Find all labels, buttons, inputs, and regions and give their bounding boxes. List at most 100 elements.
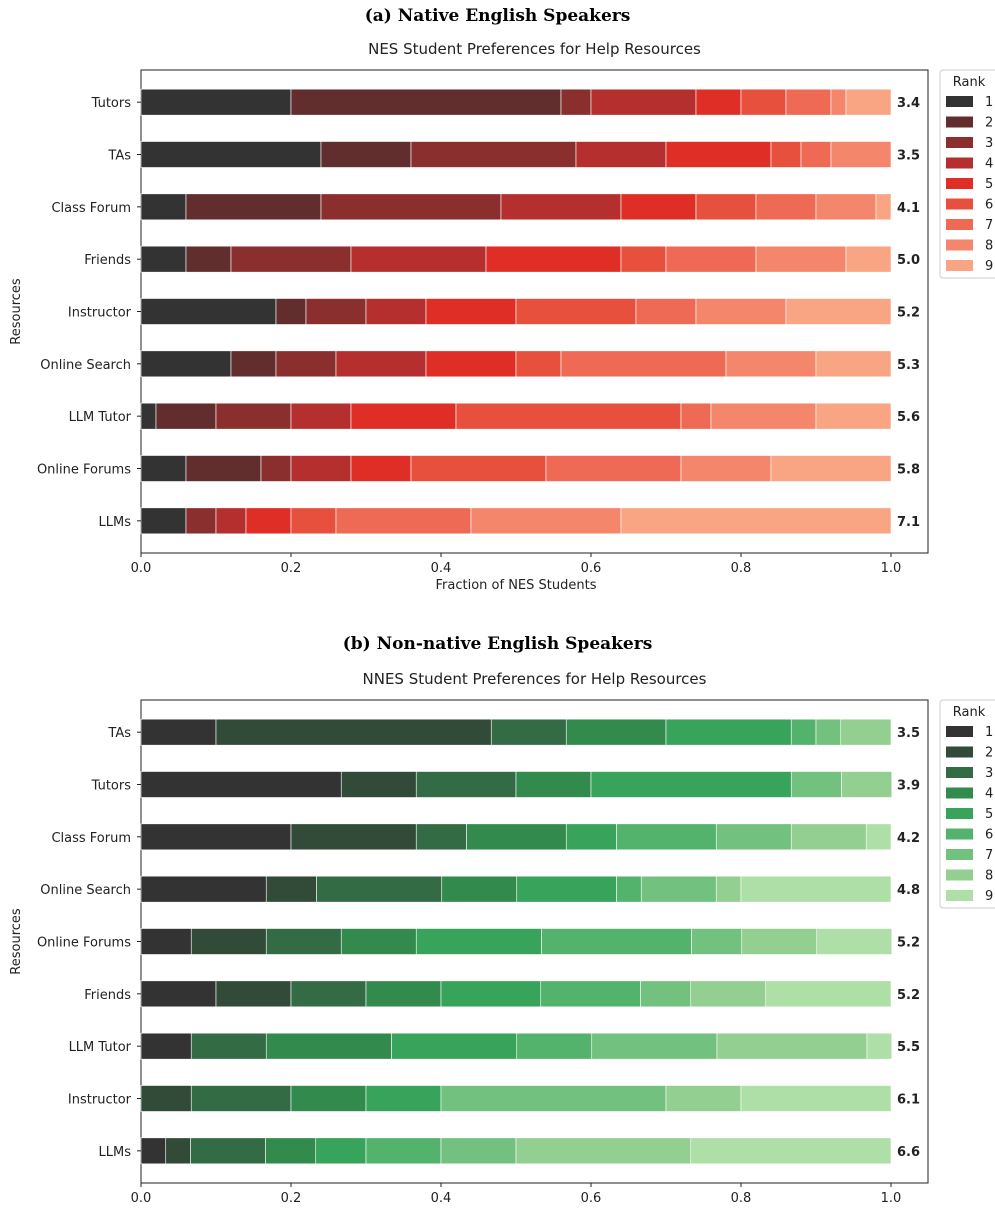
chart1-bar-online-search-rank-8 [715, 875, 742, 903]
chart0-legend-swatch-6 [946, 198, 973, 210]
chart1-bar-tutors-rank-8 [841, 771, 893, 798]
chart0-title: NES Student Preferences for Help Resourc… [368, 40, 701, 58]
chart1-bar-class-forum-rank-4 [466, 823, 567, 851]
chart1-bar-online-search-rank-1 [140, 875, 267, 903]
chart1-bar-instructor-rank-4 [290, 1085, 367, 1112]
chart1-legend-swatch-3 [946, 767, 973, 778]
chart0-mean-rank-label: 5.6 [897, 410, 920, 425]
chart0-mean-rank-label: 4.1 [897, 201, 920, 216]
chart0-bar-online-forums-rank-2 [185, 455, 262, 482]
chart1-bar-online-forums-rank-7 [691, 928, 743, 955]
chart1-legend-label-8: 8 [985, 869, 993, 884]
chart0-mean-rank-label: 5.3 [897, 358, 920, 373]
chart0-x-axis-label: Fraction of NES Students [436, 578, 597, 592]
chart0-bar-tutors-rank-4 [590, 88, 697, 116]
chart1-bar-llms-rank-8 [515, 1137, 692, 1165]
chart0-legend-swatch-2 [946, 116, 973, 128]
chart0-bar-llm-tutor-rank-2 [155, 402, 217, 430]
chart1-bar-online-forums-rank-1 [140, 928, 192, 955]
chart0-bar-instructor-rank-2 [275, 298, 307, 325]
chart1-mean-rank-label: 3.9 [897, 779, 920, 794]
chart1-bar-tutors-rank-1 [140, 771, 342, 798]
chart0-bar-llms-rank-1 [140, 507, 187, 535]
chart0-mean-rank-label: 3.4 [897, 96, 920, 111]
chart1-mean-rank-label: 6.1 [897, 1093, 920, 1108]
chart0-legend-label-8: 8 [985, 239, 993, 254]
chart0-legend-swatch-1 [946, 96, 973, 107]
chart1-y-tick-label: Online Search [40, 883, 131, 898]
chart1-bar-llm-tutor-rank-4 [265, 1032, 392, 1060]
chart0-bar-tas-rank-4 [575, 141, 667, 168]
chart0-bar-tas-rank-2 [320, 141, 412, 168]
chart1-bar-online-search-rank-5 [516, 875, 617, 903]
chart0-legend-label-2: 2 [985, 116, 993, 131]
chart0-bar-llms-rank-7 [335, 507, 472, 535]
chart0-bar-llms-rank-5 [245, 507, 292, 535]
chart1-mean-rank-label: 5.2 [897, 988, 920, 1003]
chart0-y-tick-label: Online Forums [37, 463, 131, 478]
chart0-bar-friends-rank-3 [230, 245, 352, 273]
chart1-legend-swatch-8 [946, 869, 973, 881]
chart0-bar-class-forum-rank-5 [620, 193, 697, 221]
chart0-bar-friends-rank-6 [620, 245, 667, 273]
chart1-bar-tas-rank-8 [840, 718, 892, 746]
chart1-bar-friends-rank-5 [440, 980, 542, 1008]
chart0-mean-rank-label: 3.5 [897, 149, 920, 164]
chart0-bar-class-forum-rank-1 [140, 193, 187, 221]
chart1-bar-friends-rank-4 [365, 980, 442, 1008]
chart1-bar-llms-rank-6 [365, 1137, 442, 1165]
chart0-bar-tutors-rank-5 [695, 88, 742, 116]
chart0-bar-llm-tutor-rank-8 [710, 402, 817, 430]
chart0-bar-class-forum-rank-3 [320, 193, 502, 221]
chart1-bar-friends-rank-8 [690, 980, 767, 1008]
chart1-bar-online-search-rank-6 [616, 875, 642, 903]
chart0-bar-online-search-rank-1 [140, 350, 232, 378]
chart1-bar-llms-rank-7 [440, 1137, 517, 1165]
chart0-y-tick-label: Friends [84, 253, 131, 268]
chart1-bar-online-forums-rank-4 [340, 928, 417, 955]
chart0-bar-instructor-rank-3 [305, 298, 367, 325]
chart1-bar-instructor-rank-9 [740, 1085, 892, 1112]
chart1-x-tick-label: 0.4 [431, 1191, 452, 1206]
chart0-bar-online-forums-rank-8 [680, 455, 772, 482]
chart1-legend-label-3: 3 [985, 766, 993, 781]
chart1-y-tick-label: LLM Tutor [69, 1040, 132, 1055]
chart1-bar-class-forum-rank-9 [865, 823, 892, 851]
chart0-bar-class-forum-rank-9 [875, 193, 892, 221]
chart1-bar-llm-tutor-rank-7 [591, 1032, 718, 1060]
chart0-bar-online-forums-rank-3 [260, 455, 292, 482]
chart1-bar-online-forums-rank-8 [741, 928, 818, 955]
chart0-bar-llms-rank-3 [185, 507, 217, 535]
chart1-bar-llms-rank-5 [315, 1137, 367, 1165]
chart1-x-tick-label: 0.8 [731, 1191, 752, 1206]
chart1-bar-online-search-rank-3 [316, 875, 443, 903]
chart1-bar-instructor-rank-8 [665, 1085, 742, 1112]
chart1-bar-class-forum-rank-2 [290, 823, 417, 851]
chart0-bar-instructor-rank-9 [785, 298, 892, 325]
chart0-bar-llm-tutor-rank-5 [350, 402, 457, 430]
chart1-bar-class-forum-rank-7 [715, 823, 792, 851]
chart0-bar-online-search-rank-5 [425, 350, 517, 378]
chart0-bar-online-forums-rank-7 [545, 455, 682, 482]
chart1-bar-llm-tutor-rank-8 [716, 1032, 868, 1060]
chart0-bar-tutors-rank-1 [140, 88, 292, 116]
chart1-bar-friends-rank-9 [765, 980, 892, 1008]
chart0-bar-class-forum-rank-4 [500, 193, 622, 221]
chart0-bar-tutors-rank-9 [845, 88, 892, 116]
chart0-bar-tutors-rank-3 [560, 88, 592, 116]
chart1-legend-swatch-4 [946, 787, 973, 799]
chart0-x-tick-label: 1.0 [881, 561, 902, 576]
chart1-bar-class-forum-rank-5 [565, 823, 617, 851]
chart1-bar-online-forums-rank-2 [190, 928, 267, 955]
chart1-bar-tas-rank-4 [565, 718, 667, 746]
chart0-bar-online-search-rank-3 [275, 350, 337, 378]
chart0-x-tick-label: 0.2 [281, 561, 302, 576]
chart0-mean-rank-label: 7.1 [897, 515, 920, 530]
chart0-bar-instructor-rank-8 [695, 298, 787, 325]
chart1-bar-class-forum-rank-1 [140, 823, 292, 851]
chart1-bar-friends-rank-6 [540, 980, 641, 1008]
chart1-bar-llm-tutor-rank-3 [190, 1032, 267, 1060]
chart0-bar-online-search-rank-6 [515, 350, 562, 378]
chart1-y-tick-label: TAs [107, 726, 131, 741]
chart0-mean-rank-label: 5.2 [897, 306, 920, 321]
